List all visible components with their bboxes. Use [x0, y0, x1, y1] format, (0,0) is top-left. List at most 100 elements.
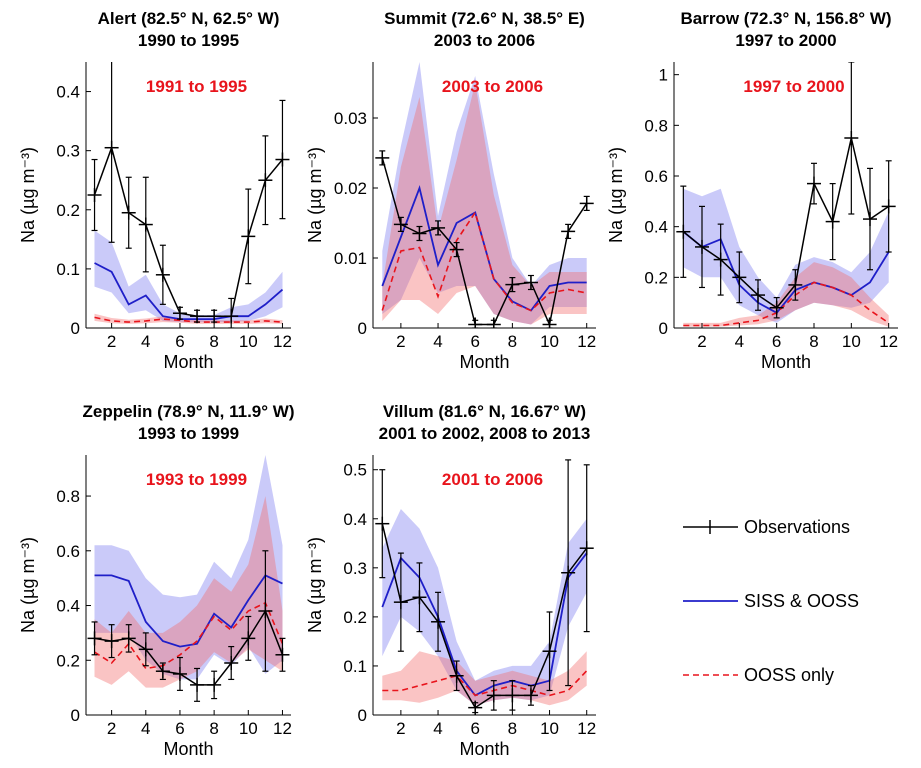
legend-label: OOSS only — [744, 665, 834, 685]
period-label: 2001 to 2006 — [442, 470, 543, 489]
x-tick-label: 6 — [175, 332, 184, 351]
observation-point — [138, 642, 153, 657]
observation-point — [695, 239, 709, 254]
observation-point — [713, 252, 728, 267]
x-axis-label: Month — [163, 739, 213, 759]
x-tick-label: 10 — [540, 332, 559, 351]
x-tick-label: 10 — [239, 719, 258, 738]
x-tick-label: 4 — [433, 332, 442, 351]
y-tick-label: 1 — [659, 66, 668, 85]
siss-ooss-band — [94, 230, 283, 323]
plot-data — [676, 62, 896, 327]
observation-point — [241, 631, 256, 646]
observation-point — [431, 614, 446, 629]
observation-point — [224, 656, 239, 670]
observation-point — [863, 212, 877, 227]
observation-point — [375, 516, 390, 531]
ooss-only-line — [381, 210, 587, 312]
observations-line — [381, 523, 588, 709]
legend-item-siss: SISS & OOSS — [683, 591, 859, 611]
observation-point — [190, 677, 205, 692]
observation-point — [190, 309, 205, 324]
siss-ooss-line — [94, 262, 284, 321]
ooss-only-band — [94, 496, 283, 688]
plot-data — [87, 62, 290, 328]
y-axis-label: Na (µg m⁻³) — [305, 147, 325, 243]
observation-point — [393, 217, 408, 232]
observation-point — [505, 688, 520, 703]
observation-point — [258, 604, 273, 618]
panel-title: Summit (72.6° N, 38.5° E) — [384, 9, 585, 28]
x-tick-label: 6 — [772, 332, 781, 351]
x-tick-label: 8 — [809, 332, 818, 351]
x-tick-label: 4 — [735, 332, 744, 351]
y-tick-label: 0.02 — [334, 179, 367, 198]
observation-point — [155, 267, 170, 282]
plot-data — [375, 459, 594, 715]
observations-line — [682, 137, 890, 309]
observation-point — [412, 226, 427, 241]
y-tick-label: 0.4 — [56, 83, 80, 102]
panel-subtitle: 1993 to 1999 — [138, 424, 239, 443]
siss-ooss-band — [382, 509, 587, 706]
panel-subtitle: 1997 to 2000 — [735, 31, 836, 50]
panel-3: Zeppelin (78.9° N, 11.9° W) 1993 to 1999 2… — [18, 402, 295, 759]
siss-ooss-line — [381, 552, 588, 697]
period-label: 2003 to 2006 — [442, 77, 543, 96]
observation-point — [449, 242, 464, 257]
x-tick-label: 6 — [175, 719, 184, 738]
x-axis-label: Month — [163, 352, 213, 372]
x-tick-label: 6 — [470, 719, 479, 738]
observation-point — [769, 300, 784, 315]
observations-line — [93, 145, 284, 317]
y-axis-label: Na (µg m⁻³) — [18, 147, 38, 243]
plot-data — [375, 62, 594, 328]
y-tick-label: 0.3 — [56, 142, 80, 161]
y-tick-label: 0 — [358, 319, 367, 338]
panel-title: Barrow (72.3° N, 156.8° W) — [680, 9, 891, 28]
x-axis-label: Month — [459, 352, 509, 372]
observation-point — [751, 288, 765, 303]
observation-point — [241, 229, 256, 244]
observation-point — [172, 666, 187, 681]
x-tick-label: 8 — [209, 719, 218, 738]
panel-subtitle: 1990 to 1995 — [138, 31, 239, 50]
x-tick-label: 12 — [879, 332, 898, 351]
observation-point — [258, 173, 273, 188]
ooss-only-line — [94, 316, 283, 323]
observation-point — [579, 541, 594, 556]
x-tick-label: 10 — [540, 719, 559, 738]
observation-point — [542, 644, 557, 659]
observation-point — [104, 140, 119, 155]
observation-point — [275, 647, 290, 662]
observation-point — [121, 631, 136, 646]
observation-point — [207, 309, 222, 324]
observation-point — [87, 631, 102, 646]
panel-title: Villum (81.6° N, 16.67° W) — [383, 402, 586, 421]
observation-point — [155, 664, 170, 679]
x-tick-label: 4 — [141, 332, 150, 351]
y-tick-label: 0.4 — [644, 218, 668, 237]
observation-point — [393, 595, 408, 610]
x-tick-label: 2 — [697, 332, 706, 351]
y-axis-label: Na (µg m⁻³) — [606, 147, 626, 243]
x-tick-label: 2 — [396, 719, 405, 738]
panel-4: Villum (81.6° N, 16.67° W) 2001 to 2002, … — [305, 402, 596, 759]
x-axis-label: Month — [761, 352, 811, 372]
observation-point — [561, 565, 576, 580]
y-tick-label: 0 — [71, 706, 80, 725]
ooss-only-line — [94, 601, 284, 670]
y-tick-label: 0.1 — [56, 260, 80, 279]
y-tick-label: 0.4 — [343, 510, 367, 529]
y-tick-label: 0.2 — [56, 651, 80, 670]
x-tick-label: 2 — [396, 332, 405, 351]
observation-point — [138, 217, 153, 232]
observation-point — [788, 277, 803, 292]
observation-point — [207, 677, 222, 692]
y-tick-label: 0.8 — [644, 116, 668, 135]
x-tick-label: 2 — [107, 719, 116, 738]
panel-2: Barrow (72.3° N, 156.8° W) 1997 to 2000 2 4… — [606, 9, 898, 372]
observations-line — [381, 157, 588, 327]
observation-point — [172, 306, 187, 321]
